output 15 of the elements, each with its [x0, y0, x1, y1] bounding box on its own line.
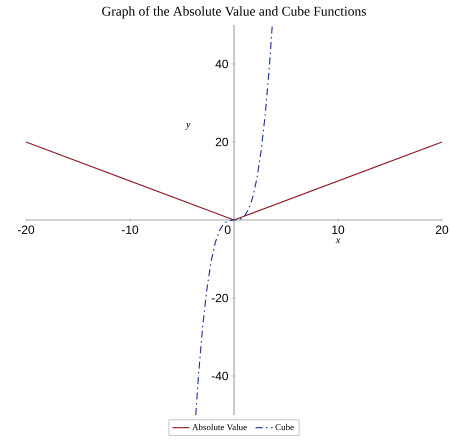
chart-title: Graph of the Absolute Value and Cube Functions [102, 6, 366, 18]
x-tick-label: 0 [224, 226, 231, 234]
x-axis-title: x [336, 238, 340, 244]
legend-label: Cube [276, 424, 294, 430]
x-tick-label: 20 [436, 226, 448, 234]
y-tick-label: -20 [212, 294, 228, 302]
x-tick-label: 10 [332, 226, 344, 234]
y-tick-label: 20 [216, 138, 228, 146]
y-tick-label: 40 [215, 60, 228, 68]
y-tick-label: -40 [212, 372, 228, 380]
legend-label: Absolute Value [192, 424, 247, 430]
line-series [195, 24, 273, 416]
x-tick-label: -10 [122, 226, 138, 234]
y-axis-title: y [185, 123, 190, 130]
x-tick-label: -20 [18, 226, 34, 234]
